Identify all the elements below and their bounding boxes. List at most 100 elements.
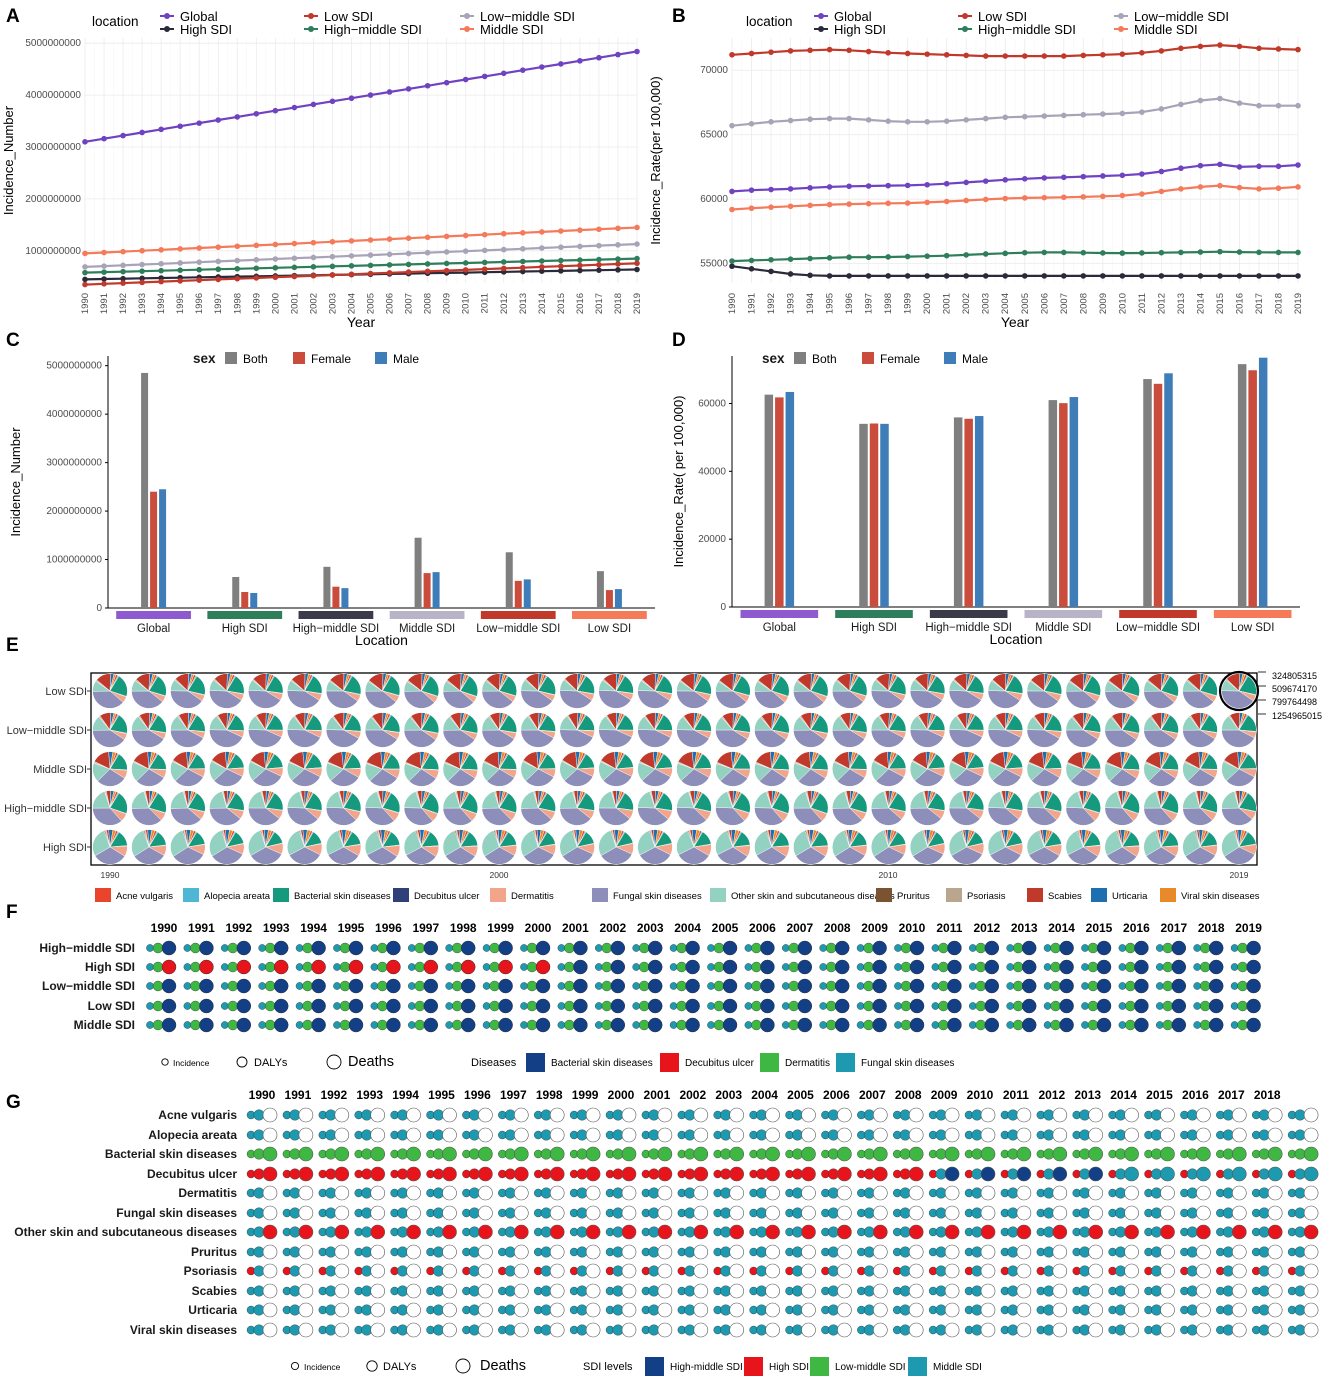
incidence-dot [1081, 963, 1089, 971]
deaths-dot [262, 1302, 278, 1318]
x-tick-label: 1990 [80, 293, 91, 314]
dalys-dot [1237, 1000, 1248, 1012]
deaths-dot [722, 998, 738, 1014]
incidence-dot [1043, 1021, 1052, 1029]
deaths-dot [262, 1244, 278, 1260]
data-point [885, 254, 891, 260]
deaths-dot [535, 959, 551, 975]
data-point [196, 120, 203, 126]
data-point [443, 267, 450, 274]
data-point [1217, 248, 1223, 255]
incidence-dot [969, 944, 977, 952]
data-point [424, 234, 431, 241]
deaths-dot [837, 1263, 852, 1279]
x-tick-label: 2002 [961, 293, 972, 314]
data-point [1256, 163, 1262, 170]
deaths-dot [1016, 1185, 1032, 1201]
data-point [846, 254, 852, 261]
data-point [405, 250, 412, 257]
incidence-dot [482, 963, 491, 971]
data-point [787, 203, 794, 210]
incidence-dot [258, 982, 267, 990]
data-point [367, 262, 374, 269]
deaths-dot [1160, 1244, 1175, 1260]
pie-outline [831, 790, 868, 826]
incidence-dot [782, 982, 790, 990]
dalys-dot [900, 961, 912, 973]
data-point [558, 268, 564, 274]
deaths-dot [585, 1224, 601, 1240]
deaths-dot [478, 1107, 493, 1123]
deaths-dot [1016, 1205, 1032, 1221]
pie-outline [247, 751, 284, 787]
x-tick-label: 2007 [1059, 293, 1070, 314]
legend-key [1027, 888, 1043, 902]
data-point [386, 251, 393, 258]
deaths-dot [944, 1185, 960, 1201]
bar-Female [241, 592, 249, 608]
incidence-dot [744, 982, 753, 990]
deaths-dot [236, 998, 252, 1014]
y-tick-label: 65000 [700, 130, 728, 141]
deaths-dot [908, 1263, 924, 1279]
deaths-dot [1124, 1185, 1139, 1201]
row-label: High SDI [85, 960, 135, 974]
data-point [1021, 53, 1028, 59]
data-point [1100, 173, 1106, 179]
deaths-dot [1016, 1107, 1032, 1123]
year-label: 2018 [1254, 1088, 1281, 1102]
pie-outline [1065, 751, 1102, 787]
incidence-dot [1156, 982, 1164, 990]
pie-outline [403, 829, 440, 865]
data-point [729, 258, 735, 264]
series-line-High−middle SDI [84, 257, 638, 274]
incidence-dot [445, 1021, 454, 1029]
deaths-dot [1208, 959, 1224, 975]
incidence-dot [146, 1021, 154, 1029]
bar-Male [341, 588, 349, 608]
pie-outline [286, 829, 323, 865]
data-point [748, 205, 755, 212]
data-point [177, 260, 183, 266]
deaths-dot [1196, 1166, 1211, 1182]
deaths-dot [729, 1205, 745, 1221]
x-tick-label: 2001 [289, 293, 300, 314]
deaths-dot [513, 1224, 529, 1240]
dalys-dot [975, 1000, 986, 1012]
dalys-dot [227, 1000, 239, 1012]
dalys-dot [751, 1000, 762, 1012]
y-axis-title: Incidence_Rate( per 100,000) [671, 395, 686, 567]
data-point [500, 230, 507, 237]
deaths-dot [1160, 1185, 1175, 1201]
data-point [1060, 249, 1067, 256]
deaths-dot [1088, 1263, 1103, 1279]
data-point [1041, 53, 1048, 59]
x-tick-label: 2005 [1020, 293, 1031, 314]
deaths-dot [513, 1302, 529, 1318]
incidence-dot [1081, 1002, 1089, 1010]
year-label: 2002 [679, 1088, 706, 1102]
incidence-dot [856, 982, 865, 990]
incidence-dot [370, 1002, 379, 1010]
incidence-dot [595, 963, 603, 971]
incidence-dot [1081, 982, 1089, 990]
dalys-dot [788, 942, 799, 954]
deaths-dot [984, 959, 1000, 975]
deaths-dot [1196, 1205, 1211, 1221]
legend-key [1091, 888, 1107, 902]
y-tick-label: 3000000000 [46, 458, 102, 469]
deaths-dot [657, 1185, 673, 1201]
dalys-dot [1087, 1000, 1099, 1012]
dalys-dot [1087, 961, 1099, 973]
data-point [558, 244, 564, 251]
deaths-dot [478, 1322, 493, 1338]
year-label: 1992 [320, 1088, 347, 1102]
deaths-dot [161, 978, 177, 994]
deaths-dot [685, 1017, 700, 1033]
year-label: 2002 [599, 921, 626, 935]
deaths-dot [980, 1302, 996, 1318]
legend-key [592, 888, 608, 902]
deaths-dot [760, 978, 775, 994]
legend-key [490, 888, 506, 902]
